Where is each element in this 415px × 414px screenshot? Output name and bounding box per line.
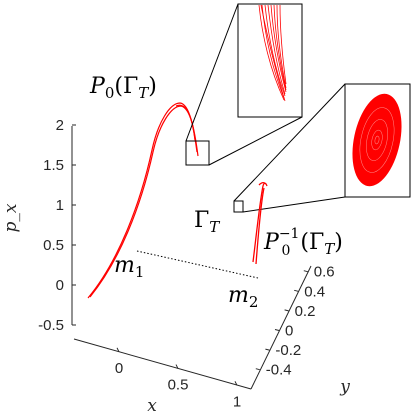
x-tick-mark <box>234 381 238 386</box>
x-tick-label: 0.5 <box>168 377 189 394</box>
y-tick-mark <box>284 309 289 312</box>
x-axis-label: x <box>147 396 157 414</box>
y-tick-mark <box>255 368 260 371</box>
z-tick-label: -0.5 <box>38 317 64 334</box>
z-tick-label: 0 <box>56 277 64 294</box>
x-tick-mark <box>175 364 179 369</box>
trajectory-p0 <box>87 102 199 299</box>
trajectory-p0-branch-c <box>175 104 196 141</box>
z-tick-label: 1.5 <box>43 157 64 174</box>
y-tick-mark <box>294 289 299 292</box>
zoom-box-gamma <box>233 200 244 213</box>
y-axis-label: y <box>339 377 350 397</box>
x-tick-mark <box>116 347 120 353</box>
y-tick-label: 0 <box>285 323 293 340</box>
x-tick-label: 0 <box>115 360 123 377</box>
y-tick-mark <box>303 270 308 273</box>
x-tick-label: 1 <box>233 393 241 410</box>
label-gamma-t: ΓT <box>194 208 220 236</box>
label-p0-gamma: P0(ΓT) <box>89 74 157 102</box>
zoom-line-gamma-b <box>242 196 346 213</box>
y-axis-line <box>250 265 312 390</box>
y-tick-label: -0.2 <box>275 342 301 359</box>
label-p0-inverse: P−1 0 (ΓT) <box>263 226 343 259</box>
y-tick-label: 0.4 <box>304 283 325 300</box>
y-tick-mark <box>265 348 270 351</box>
m1-m2-segment <box>136 250 259 279</box>
trajectory-p0-inverse <box>252 181 268 265</box>
y-tick-label: -0.4 <box>266 362 292 379</box>
y-axis: -0.4 -0.2 00.2 0.4 0.6 y <box>250 264 350 397</box>
z-tick-label: 2 <box>56 117 64 134</box>
label-m2: m2 <box>228 283 258 311</box>
zoom-box-p0 <box>185 140 210 166</box>
zoom-line-p0-a <box>185 3 239 142</box>
inset-p0-zoom <box>237 3 303 118</box>
zoom-line-gamma-a <box>233 83 346 202</box>
label-m1: m1 <box>114 253 144 281</box>
z-axis-label: p_x <box>1 203 21 232</box>
z-tick-label: 0.5 <box>43 237 64 254</box>
x-axis: 0 0.5 1 x <box>73 338 252 414</box>
inset-gamma-zoom <box>344 83 411 198</box>
y-tick-label: 0.6 <box>314 264 335 281</box>
y-tick-mark <box>274 329 280 331</box>
y-tick-label: 0.2 <box>295 303 316 320</box>
z-axis: -0.5 0 0.5 1 1.5 2 p_x <box>1 117 76 334</box>
z-tick-label: 1 <box>56 197 64 214</box>
zoom-line-p0-b <box>208 116 303 166</box>
x-axis-line <box>73 338 252 390</box>
